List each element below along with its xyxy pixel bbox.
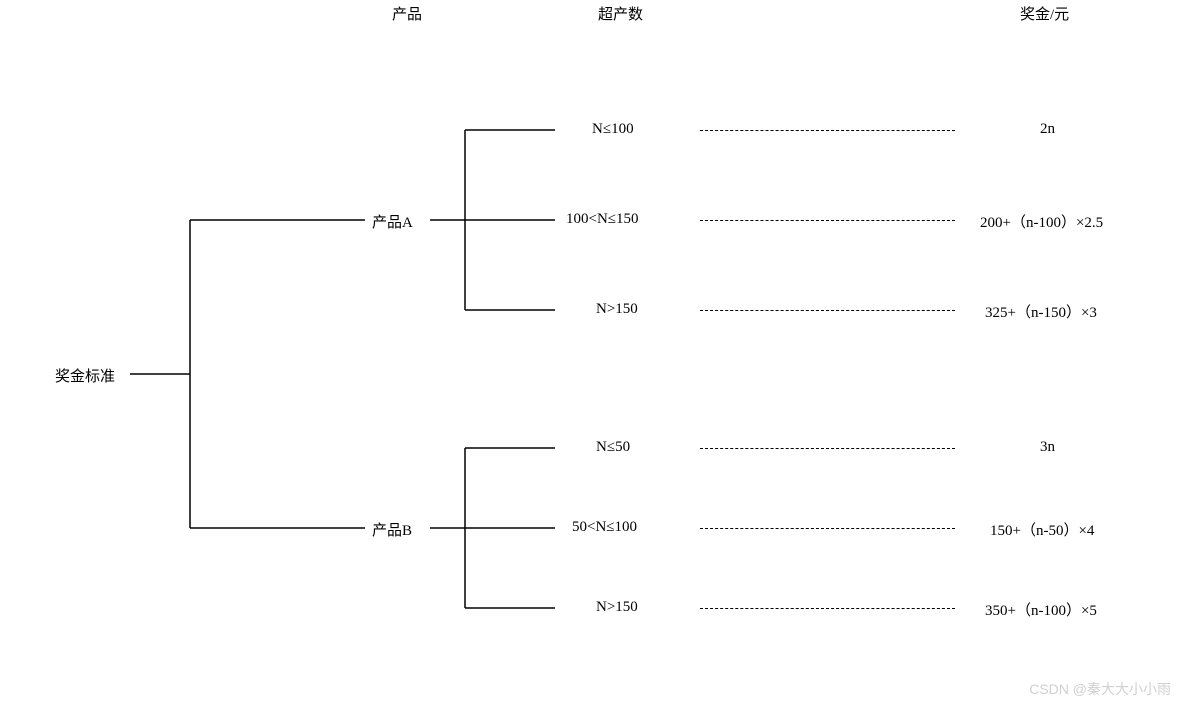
dash-connector (700, 608, 955, 609)
dash-connector (700, 310, 955, 311)
condition-1-2: N>150 (596, 599, 638, 616)
formula-0-1: 200+（n-100）×2.5 (980, 211, 1103, 232)
condition-0-2: N>150 (596, 301, 638, 318)
dash-connector (700, 528, 955, 529)
product-label-0: 产品A (372, 211, 413, 232)
header-overproduction: 超产数 (598, 3, 643, 24)
header-bonus: 奖金/元 (1020, 3, 1069, 24)
condition-1-1: 50<N≤100 (572, 519, 637, 536)
dash-connector (700, 130, 955, 131)
formula-1-2: 350+（n-100）×5 (985, 599, 1097, 620)
formula-1-1: 150+（n-50）×4 (990, 519, 1094, 540)
condition-1-0: N≤50 (596, 439, 630, 456)
formula-0-0: 2n (1040, 121, 1055, 138)
product-label-1: 产品B (372, 519, 412, 540)
condition-0-0: N≤100 (592, 121, 634, 138)
formula-0-2: 325+（n-150）×3 (985, 301, 1097, 322)
formula-1-0: 3n (1040, 439, 1055, 456)
condition-0-1: 100<N≤150 (566, 211, 639, 228)
dash-connector (700, 220, 955, 221)
header-product: 产品 (392, 3, 422, 24)
dash-connector (700, 448, 955, 449)
watermark: CSDN @秦大大小小雨 (1029, 679, 1171, 699)
root-label: 奖金标准 (55, 365, 115, 386)
